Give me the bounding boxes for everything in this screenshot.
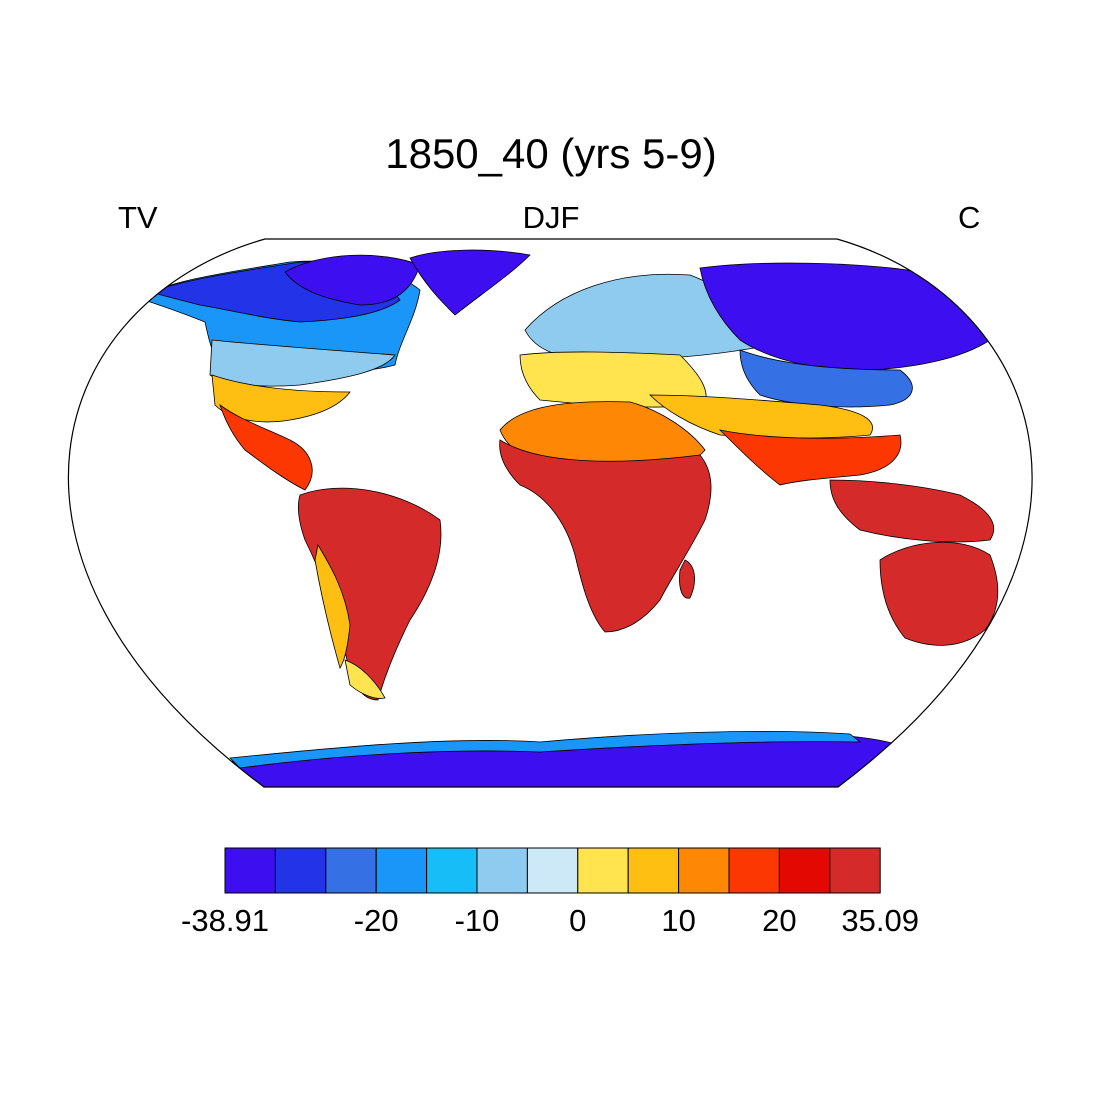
- southeast-asia: [829, 479, 995, 543]
- colorbar-box: [375, 847, 428, 894]
- colorbar-box: [274, 847, 327, 894]
- colorbar-tick-label: 35.09: [841, 903, 919, 938]
- colorbar-tick-label: 0: [569, 903, 586, 938]
- colorbar-boxes: [224, 847, 881, 894]
- australia: [879, 541, 999, 646]
- colorbar-box: [577, 847, 629, 894]
- colorbar-tick-label: -38.91: [181, 903, 269, 938]
- central-africa: [499, 439, 712, 633]
- colorbar-box: [678, 847, 730, 894]
- north-america-arctic: [284, 254, 421, 306]
- mexico-caribbean: [219, 403, 313, 491]
- colorbar-box: [476, 847, 528, 894]
- colorbar-box: [829, 847, 881, 894]
- colorbar-box: [728, 847, 780, 894]
- siberia: [699, 262, 993, 371]
- south-america: [298, 487, 442, 701]
- season-label: DJF: [522, 200, 580, 235]
- colorbar-box: [224, 847, 276, 894]
- antarctica-coast: [229, 730, 862, 769]
- patagonia: [344, 659, 386, 699]
- units-label: C: [958, 200, 981, 235]
- central-asia: [739, 349, 913, 408]
- andes: [314, 543, 351, 669]
- variable-label: TV: [118, 200, 158, 235]
- colorbar-box: [426, 847, 478, 894]
- map-boundary: [67, 238, 1033, 788]
- madagascar: [679, 559, 695, 599]
- colorbar-box: [526, 847, 579, 894]
- colorbar-tick-label: 10: [661, 903, 695, 938]
- greenland: [409, 249, 531, 316]
- middle-east: [649, 394, 873, 439]
- colorbar-tick-label: 20: [762, 903, 796, 938]
- colorbar-box: [778, 847, 831, 894]
- plot-title: 1850_40 (yrs 5-9): [385, 130, 717, 177]
- colorbar-box: [325, 847, 377, 894]
- colorbar-box: [627, 847, 680, 894]
- land-fields: [137, 249, 1033, 787]
- colorbar-tick-label: -10: [455, 903, 500, 938]
- colorbar-tick-label: -20: [354, 903, 399, 938]
- south-asia: [718, 429, 902, 486]
- colorbar-labels: -38.91 -20 -10 0 10 20 35.09: [181, 903, 919, 938]
